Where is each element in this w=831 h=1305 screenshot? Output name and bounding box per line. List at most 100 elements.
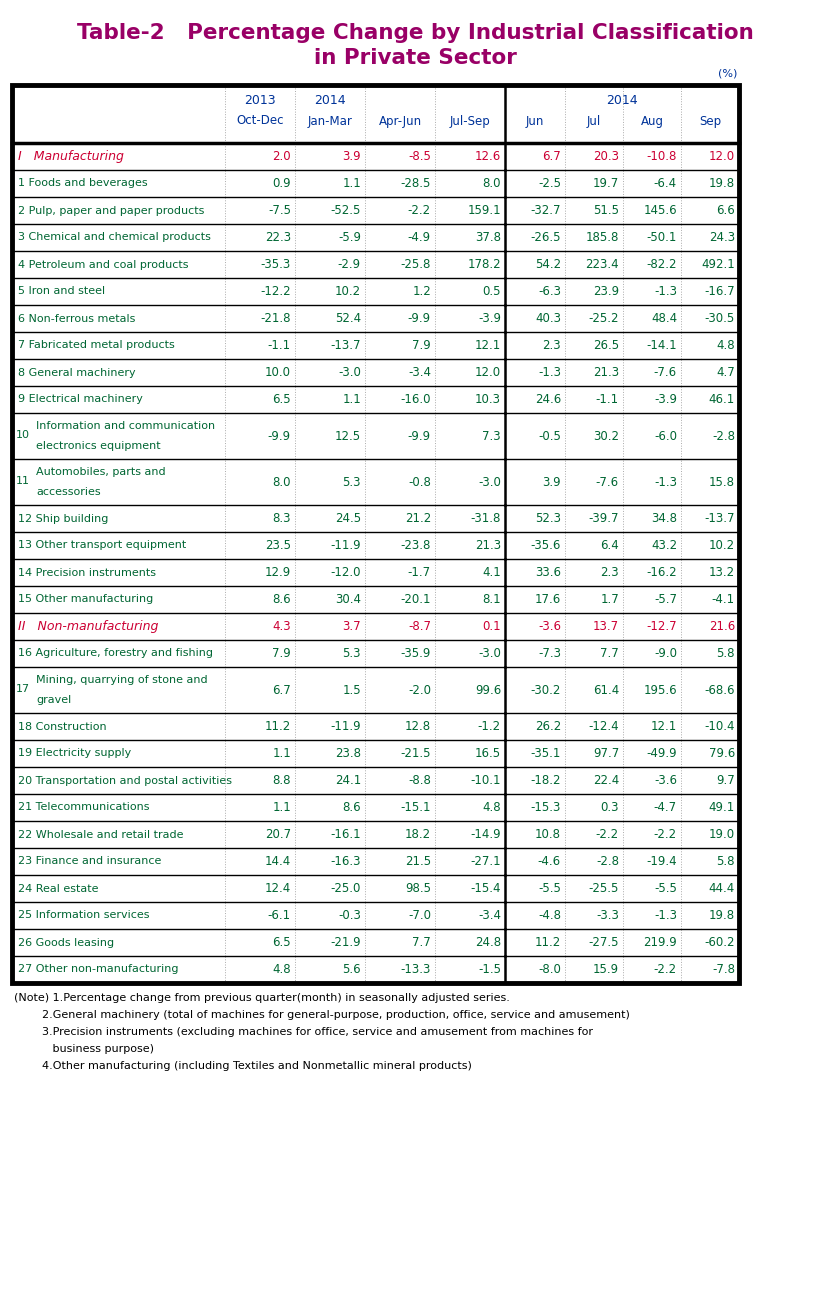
Text: 51.5: 51.5 (593, 204, 619, 217)
Text: 21.2: 21.2 (405, 512, 431, 525)
Text: 24.1: 24.1 (335, 774, 361, 787)
Text: -68.6: -68.6 (705, 684, 735, 697)
Text: 2.3: 2.3 (543, 339, 561, 352)
Text: -9.0: -9.0 (654, 647, 677, 660)
Text: 23 Finance and insurance: 23 Finance and insurance (18, 856, 161, 867)
Text: -14.1: -14.1 (647, 339, 677, 352)
Text: 4.7: 4.7 (716, 365, 735, 378)
Text: 3.7: 3.7 (342, 620, 361, 633)
Text: 8.3: 8.3 (273, 512, 291, 525)
Text: 18 Construction: 18 Construction (18, 722, 106, 732)
Text: -5.7: -5.7 (654, 592, 677, 606)
Text: 13.2: 13.2 (709, 566, 735, 579)
Text: 20.7: 20.7 (265, 827, 291, 840)
Text: -1.5: -1.5 (478, 963, 501, 976)
Text: 17.6: 17.6 (535, 592, 561, 606)
Text: -16.0: -16.0 (401, 393, 431, 406)
Text: 12.0: 12.0 (475, 365, 501, 378)
Text: -10.8: -10.8 (647, 150, 677, 163)
Text: 49.1: 49.1 (709, 801, 735, 814)
Text: -23.8: -23.8 (401, 539, 431, 552)
Text: -25.5: -25.5 (588, 882, 619, 895)
Text: 52.4: 52.4 (335, 312, 361, 325)
Text: 2013: 2013 (244, 94, 276, 107)
Text: -3.4: -3.4 (408, 365, 431, 378)
Text: 9.7: 9.7 (716, 774, 735, 787)
Text: -2.9: -2.9 (338, 258, 361, 271)
Text: Jul-Sep: Jul-Sep (450, 115, 490, 128)
Text: -3.0: -3.0 (478, 475, 501, 488)
Text: 10.3: 10.3 (475, 393, 501, 406)
Text: 145.6: 145.6 (643, 204, 677, 217)
Text: 4.8: 4.8 (273, 963, 291, 976)
Text: -3.4: -3.4 (478, 910, 501, 923)
Text: 4.3: 4.3 (273, 620, 291, 633)
Text: 30.2: 30.2 (593, 429, 619, 442)
Text: 10.0: 10.0 (265, 365, 291, 378)
Text: -4.9: -4.9 (408, 231, 431, 244)
Text: -5.9: -5.9 (338, 231, 361, 244)
Text: -7.5: -7.5 (268, 204, 291, 217)
Text: II   Non-manufacturing: II Non-manufacturing (18, 620, 159, 633)
Text: -25.0: -25.0 (331, 882, 361, 895)
Text: -3.3: -3.3 (596, 910, 619, 923)
Text: -0.8: -0.8 (408, 475, 431, 488)
Text: 27 Other non-manufacturing: 27 Other non-manufacturing (18, 964, 179, 975)
Text: 2 Pulp, paper and paper products: 2 Pulp, paper and paper products (18, 205, 204, 215)
Text: 48.4: 48.4 (651, 312, 677, 325)
Text: 6.5: 6.5 (273, 936, 291, 949)
Text: 43.2: 43.2 (651, 539, 677, 552)
Text: (Note) 1.Percentage change from previous quarter(month) in seasonally adjusted s: (Note) 1.Percentage change from previous… (14, 993, 510, 1004)
Text: -21.5: -21.5 (401, 746, 431, 760)
Text: 1.1: 1.1 (342, 177, 361, 191)
Text: -3.0: -3.0 (338, 365, 361, 378)
Text: 185.8: 185.8 (586, 231, 619, 244)
Text: 21.6: 21.6 (709, 620, 735, 633)
Text: Jul: Jul (587, 115, 601, 128)
Text: 7.7: 7.7 (600, 647, 619, 660)
Text: 5 Iron and steel: 5 Iron and steel (18, 287, 106, 296)
Text: 12.0: 12.0 (709, 150, 735, 163)
Text: gravel: gravel (36, 696, 71, 705)
Text: -2.2: -2.2 (654, 963, 677, 976)
Text: -3.0: -3.0 (478, 647, 501, 660)
Text: -50.1: -50.1 (647, 231, 677, 244)
Text: 1.7: 1.7 (600, 592, 619, 606)
Bar (12, 85, 739, 983)
Text: 12.5: 12.5 (335, 429, 361, 442)
Text: 19.0: 19.0 (709, 827, 735, 840)
Text: -7.6: -7.6 (654, 365, 677, 378)
Text: I   Manufacturing: I Manufacturing (18, 150, 124, 163)
Text: 7 Fabricated metal products: 7 Fabricated metal products (18, 341, 175, 351)
Text: 26 Goods leasing: 26 Goods leasing (18, 937, 114, 947)
Text: 4.Other manufacturing (including Textiles and Nonmetallic mineral products): 4.Other manufacturing (including Textile… (14, 1061, 472, 1071)
Text: 3.9: 3.9 (342, 150, 361, 163)
Text: 4.8: 4.8 (716, 339, 735, 352)
Text: Mining, quarrying of stone and: Mining, quarrying of stone and (36, 675, 208, 685)
Text: 12.4: 12.4 (265, 882, 291, 895)
Text: 14.4: 14.4 (265, 855, 291, 868)
Text: -7.8: -7.8 (712, 963, 735, 976)
Text: 21 Telecommunications: 21 Telecommunications (18, 803, 150, 813)
Text: 22.4: 22.4 (593, 774, 619, 787)
Text: -82.2: -82.2 (647, 258, 677, 271)
Text: 5.3: 5.3 (342, 475, 361, 488)
Text: -9.9: -9.9 (268, 429, 291, 442)
Text: -27.1: -27.1 (470, 855, 501, 868)
Text: -15.1: -15.1 (401, 801, 431, 814)
Text: 7.9: 7.9 (412, 339, 431, 352)
Text: 1.1: 1.1 (342, 393, 361, 406)
Text: -35.1: -35.1 (531, 746, 561, 760)
Text: 15.9: 15.9 (593, 963, 619, 976)
Text: -6.3: -6.3 (538, 284, 561, 298)
Text: 19.8: 19.8 (709, 177, 735, 191)
Text: 21.5: 21.5 (405, 855, 431, 868)
Text: 16.5: 16.5 (475, 746, 501, 760)
Text: 195.6: 195.6 (643, 684, 677, 697)
Text: 8.0: 8.0 (483, 177, 501, 191)
Text: -12.2: -12.2 (260, 284, 291, 298)
Text: -1.2: -1.2 (478, 720, 501, 733)
Text: 46.1: 46.1 (709, 393, 735, 406)
Text: 23.5: 23.5 (265, 539, 291, 552)
Text: -26.5: -26.5 (530, 231, 561, 244)
